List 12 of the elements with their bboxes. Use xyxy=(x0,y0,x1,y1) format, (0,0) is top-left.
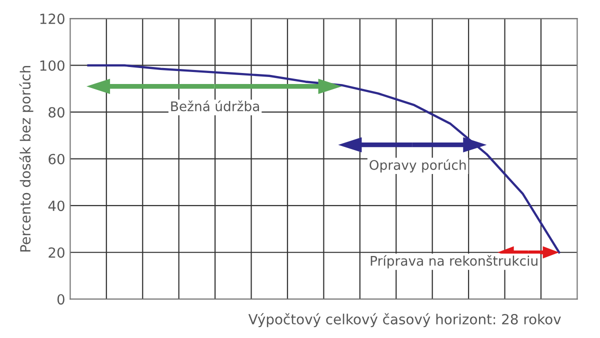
y-tick-label: 0 xyxy=(57,294,64,305)
y-tick-label: 60 xyxy=(48,154,64,164)
y-tick-label: 20 xyxy=(48,247,64,258)
y-axis-title: Percento dosák bez porúch xyxy=(19,66,34,252)
x-axis-title: Výpočtový celkový časový horizont: 28 rokov xyxy=(248,313,561,328)
y-tick-label: 120 xyxy=(40,14,64,24)
annotation: Opravy porúch xyxy=(370,159,466,173)
annotation: Bežná údržba xyxy=(171,100,260,112)
annotation: Príprava na rekonštrukciu xyxy=(370,255,538,268)
y-tick-label: 40 xyxy=(48,200,64,212)
y-tick-label: 100 xyxy=(40,60,64,71)
y-tick-label: 80 xyxy=(48,107,64,118)
